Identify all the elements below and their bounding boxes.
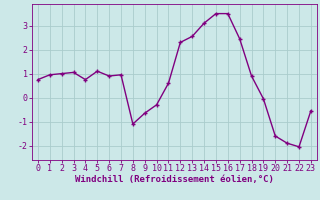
X-axis label: Windchill (Refroidissement éolien,°C): Windchill (Refroidissement éolien,°C) <box>75 175 274 184</box>
